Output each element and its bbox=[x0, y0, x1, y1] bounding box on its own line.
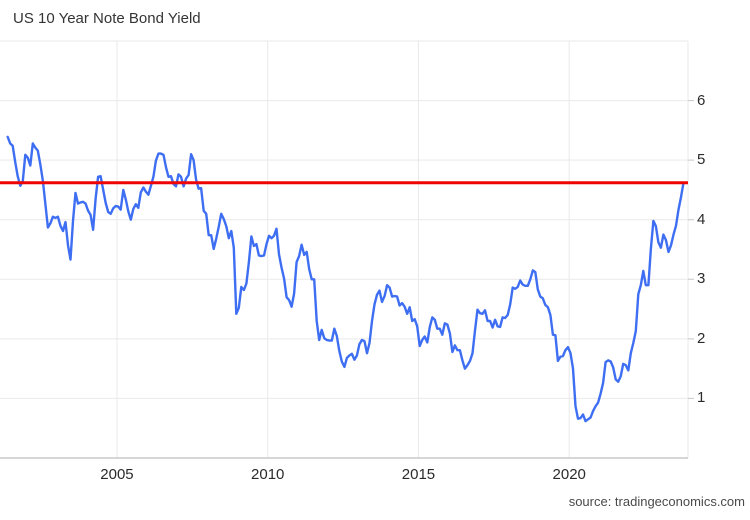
x-tick-label: 2020 bbox=[552, 466, 586, 483]
y-tick-label: 1 bbox=[697, 389, 706, 407]
y-tick-label: 3 bbox=[697, 270, 706, 288]
source-credit: source: tradingeconomics.com bbox=[568, 494, 745, 509]
chart-title: US 10 Year Note Bond Yield bbox=[13, 10, 201, 27]
x-tick-label: 2015 bbox=[401, 466, 436, 483]
yield-line[interactable] bbox=[6, 135, 685, 423]
y-tick-label: 5 bbox=[697, 151, 706, 169]
y-tick-label: 4 bbox=[697, 210, 706, 228]
y-tick-label: 2 bbox=[697, 329, 706, 347]
x-tick-label: 2010 bbox=[251, 466, 285, 483]
x-tick-label: 2005 bbox=[100, 466, 134, 483]
y-tick-label: 6 bbox=[697, 91, 706, 109]
